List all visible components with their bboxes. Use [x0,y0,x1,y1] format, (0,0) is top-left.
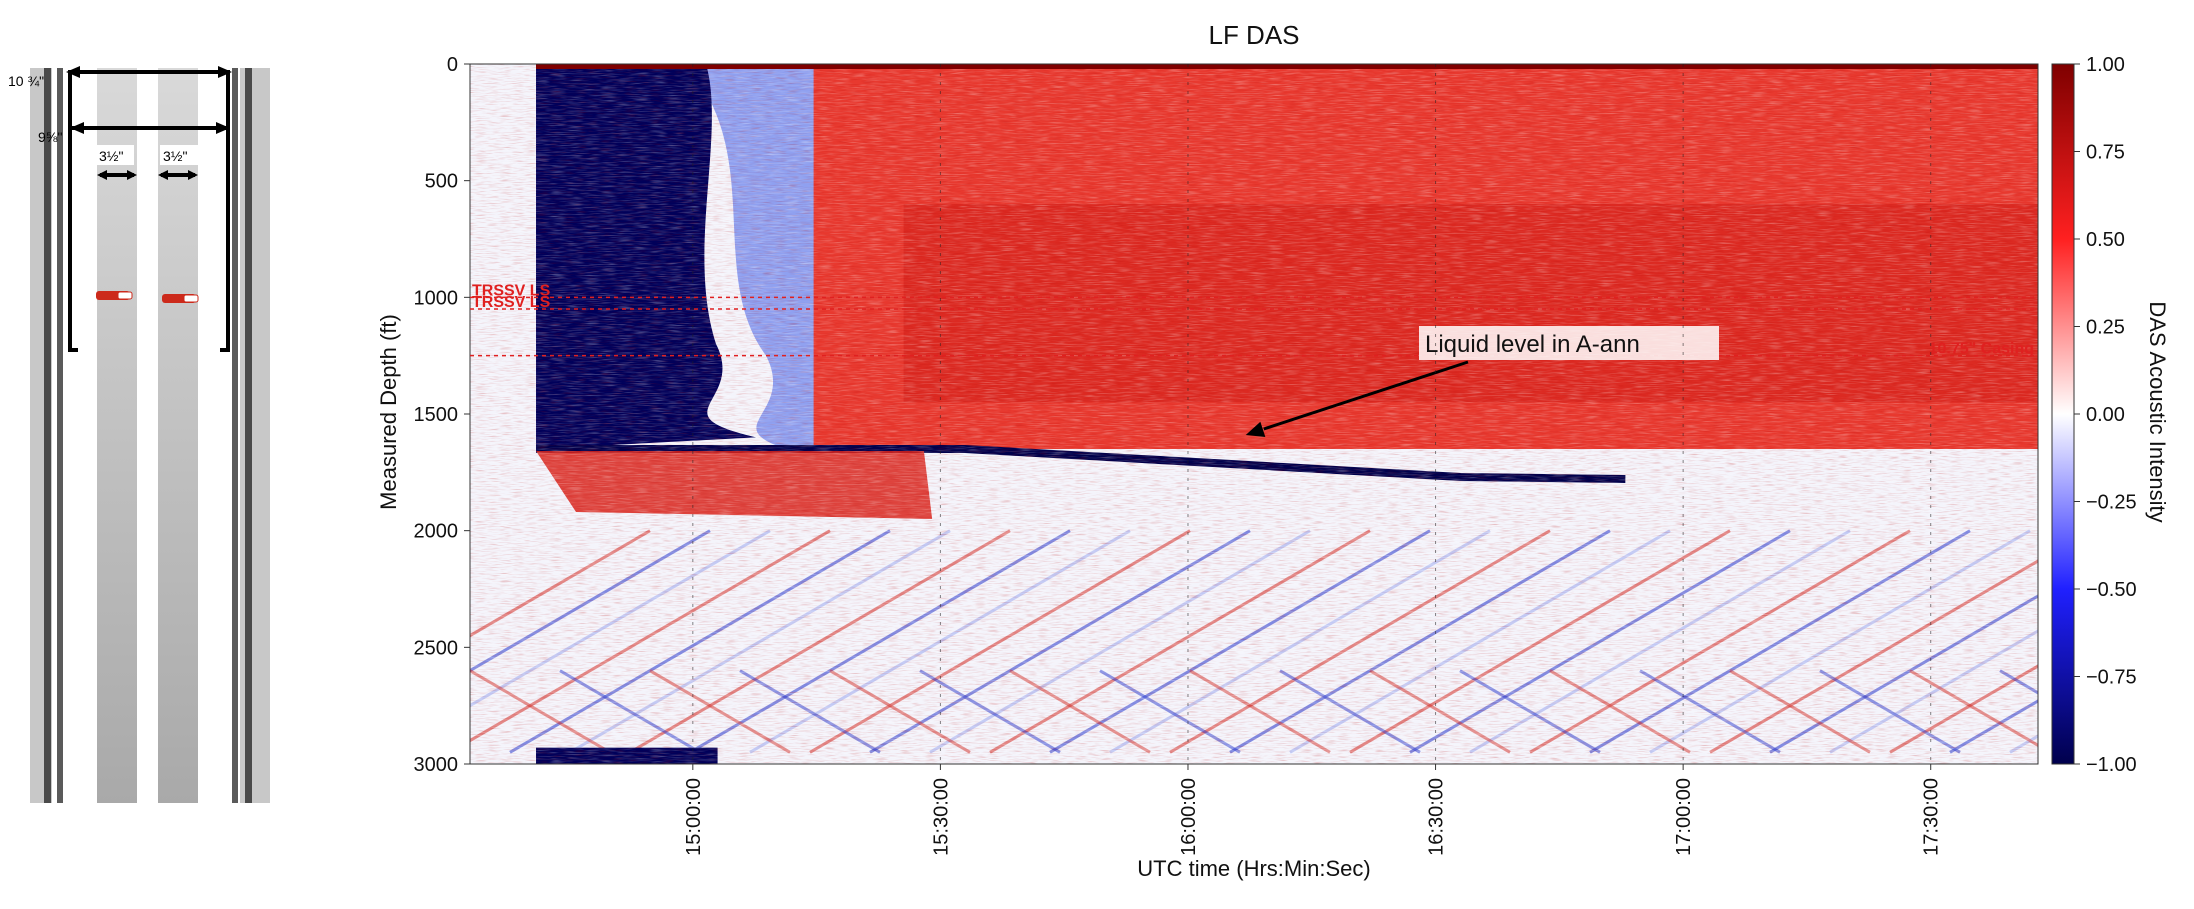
inner-casing-arrowhead-left [70,122,84,134]
y-axis-label: Measured Depth (ft) [376,314,401,510]
y-tick-label: 2500 [414,637,459,659]
annotation-label-box [1419,326,1719,360]
tubing-right-arrowhead-right [188,170,198,180]
outer-casing-arrowhead-right [218,66,232,78]
x-tick-label: 17:30:00 [1921,778,1943,856]
depth-marker-label: TRSSV LS [472,294,551,311]
stripe [2190,531,2194,753]
colorbar-tick-label: 0.50 [2086,229,2125,251]
tubing-left-arrowhead-left [97,170,107,180]
depth-marker-label: TRSSV LS [472,282,551,299]
annotation-group: Liquid level in A-ann [1245,326,1719,437]
colorbar-tick-label: 0.25 [2086,317,2125,339]
annotation-arrow [1263,360,1469,431]
colorbar [2051,63,2075,765]
x-tick-label: 15:30:00 [930,778,952,856]
tubing-right-label-box [160,145,198,165]
colorbar-tick-label: −1.00 [2086,754,2137,776]
tubing-right-label: 3½" [163,148,187,164]
casing-pipe-right-inner [232,68,238,803]
y-tick-label: 3000 [414,754,459,776]
tubing-left-label: 3½" [99,148,123,164]
annotation-label: Liquid level in A-ann [1425,331,1640,358]
colorbar-tick-label: 1.00 [2086,54,2125,76]
x-tick-label: 16:30:00 [1426,778,1448,856]
y-tick-label: 1500 [414,404,459,426]
x-tick-label: 16:00:00 [1178,778,1200,856]
annulus-bracket [68,70,230,352]
y-tick-label: 2000 [414,521,459,543]
tubing-right-arrowhead-left [158,170,168,180]
x-axis-ticks: 15:00:00 15:30:00 16:00:00 16:30:00 17:00:00… [683,64,1943,856]
noise-overlay-dark [470,64,2038,764]
outer-casing-label: 10 ¾" [8,73,44,89]
wellbore-schematic: 10 ¾" 9⅝" 3½" 3½" [8,66,270,803]
safety-valve-right-tip [183,294,199,303]
tubing-left-arrowhead-right [127,170,137,180]
x-tick-label: 15:00:00 [683,778,705,856]
x-tick-label: 17:00:00 [1673,778,1695,856]
y-tick-label: 1000 [414,287,459,309]
y-axis-ticks: 0 500 1000 1500 2000 2500 3000 [414,54,470,776]
y-tick-label: 500 [425,171,458,193]
safety-valve-left-tip [117,291,133,300]
stripe [2130,531,2194,753]
outer-casing-right [240,68,270,803]
y-tick-label: 0 [447,54,458,76]
colorbar-tick-label: 0.75 [2086,142,2125,164]
colorbar-tick-label: 0.00 [2086,404,2125,426]
colorbar-ticks: 1.00 0.75 0.50 0.25 0.00 −0.25 −0.50 −0.75 −1.00 [2074,54,2137,776]
inner-casing-arrowhead-right [216,122,230,134]
stripe-down [2180,671,2194,753]
colorbar-tick-label: −0.50 [2086,579,2137,601]
tubing-string-left [97,68,137,803]
casing-pipe-left-outer [44,68,51,803]
depth-marker-label: 10.75" Casing [1929,341,2034,358]
inner-casing-label: 9⅝" [38,129,62,145]
top-strip [536,64,2038,69]
heatmap-field [470,64,2194,764]
colorbar-tick-label: −0.25 [2086,492,2137,514]
colorbar-label: DAS Acoustic Intensity [2145,301,2170,522]
casing-pipe-right-outer [245,68,252,803]
tubing-left-label-box [96,145,134,165]
colorbar-tick-label: −0.75 [2086,667,2137,689]
stripe [2070,531,2194,753]
annotation-arrowhead [1245,421,1266,437]
x-axis-label: UTC time (Hrs:Min:Sec) [1137,856,1370,881]
outer-casing-arrowhead-left [66,66,80,78]
chart-title: LF DAS [1208,20,1299,50]
casing-pipe-left-inner [57,68,63,803]
annulus-space [63,68,232,803]
tubing-string-right [158,68,198,803]
